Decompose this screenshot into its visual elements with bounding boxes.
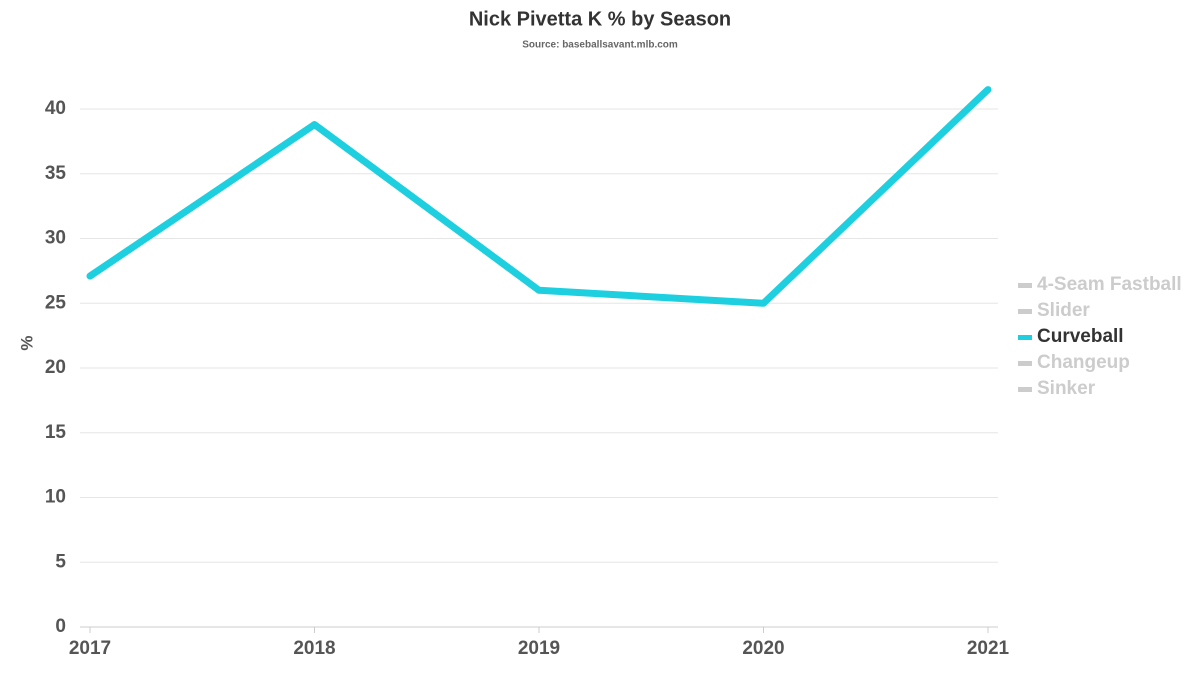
legend-label[interactable]: Slider bbox=[1037, 300, 1090, 321]
x-tick-label: 2018 bbox=[293, 638, 335, 659]
y-tick-label: 15 bbox=[45, 422, 67, 443]
y-tick-label: 25 bbox=[45, 292, 67, 313]
chart-title: Nick Pivetta K % by Season bbox=[469, 8, 731, 30]
legend-swatch bbox=[1018, 361, 1032, 366]
x-tick-label: 2021 bbox=[967, 638, 1010, 659]
chart-subtitle: Source: baseballsavant.mlb.com bbox=[522, 40, 678, 51]
x-tick-label: 2019 bbox=[518, 638, 560, 659]
legend-swatch bbox=[1018, 387, 1032, 392]
legend-label[interactable]: Changeup bbox=[1037, 352, 1130, 373]
legend-label[interactable]: Sinker bbox=[1037, 378, 1096, 399]
x-tick-label: 2017 bbox=[69, 638, 111, 659]
y-tick-label: 35 bbox=[45, 163, 67, 184]
y-axis-label: % bbox=[17, 335, 36, 350]
legend-swatch bbox=[1018, 335, 1032, 340]
legend-swatch bbox=[1018, 309, 1032, 314]
y-tick-label: 20 bbox=[45, 357, 66, 378]
y-tick-label: 10 bbox=[45, 487, 66, 508]
y-tick-label: 5 bbox=[55, 551, 66, 572]
y-tick-label: 30 bbox=[45, 228, 66, 249]
legend-label[interactable]: Curveball bbox=[1037, 326, 1124, 347]
legend-label[interactable]: 4-Seam Fastball bbox=[1037, 274, 1182, 295]
series-line bbox=[86, 86, 992, 307]
y-tick-label: 40 bbox=[45, 98, 66, 119]
legend-swatch bbox=[1018, 283, 1032, 288]
x-tick-label: 2020 bbox=[742, 638, 784, 659]
y-tick-label: 0 bbox=[55, 616, 66, 637]
